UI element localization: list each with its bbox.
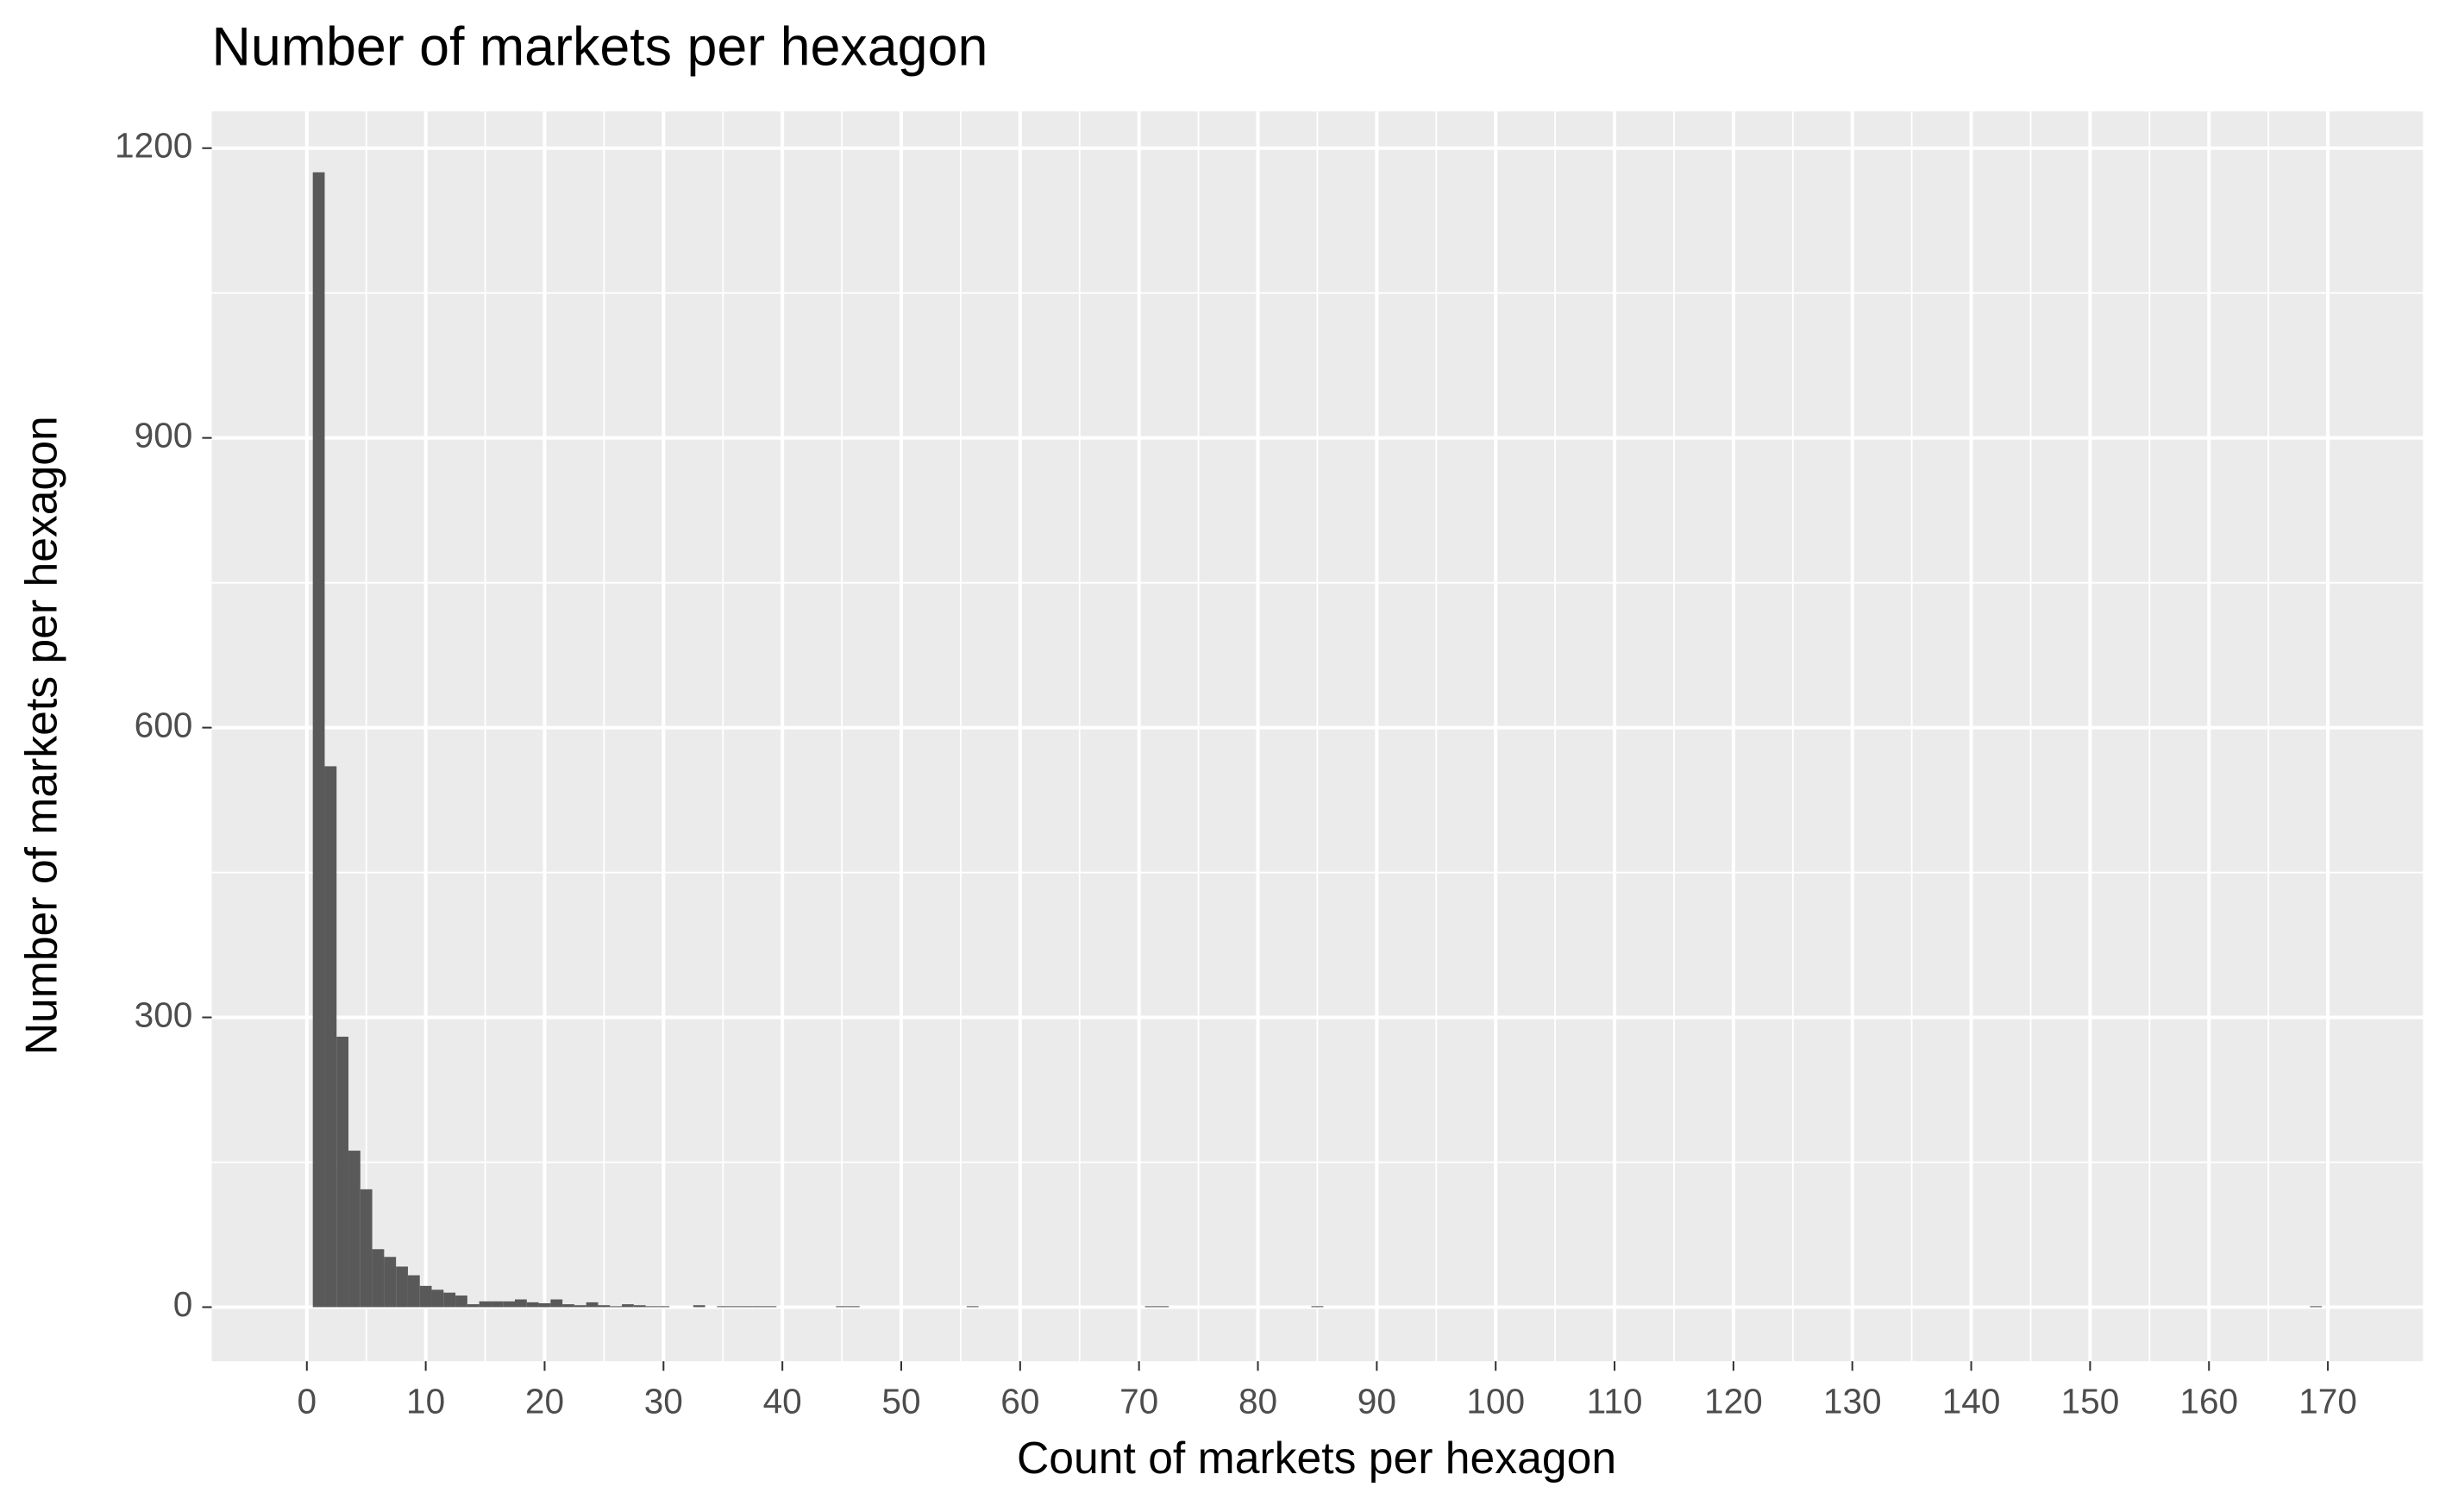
bar (633, 1305, 646, 1308)
x-tick-label: 20 (525, 1382, 564, 1421)
x-tick-label: 150 (2061, 1382, 2120, 1421)
bar (622, 1304, 634, 1308)
x-tick-label: 140 (1942, 1382, 2001, 1421)
bar (645, 1306, 658, 1308)
bar (586, 1302, 599, 1308)
bar (336, 1036, 349, 1308)
y-tick-label: 900 (135, 415, 193, 455)
bar (324, 766, 337, 1308)
x-tick-label: 110 (1587, 1382, 1643, 1421)
bar (764, 1306, 777, 1308)
bar (2310, 1306, 2323, 1308)
x-tick-label: 100 (1466, 1382, 1525, 1421)
bar (693, 1305, 705, 1308)
bar (396, 1266, 408, 1308)
bar (1157, 1306, 1169, 1308)
bar (348, 1151, 361, 1308)
bar (574, 1305, 586, 1308)
bar (717, 1306, 730, 1308)
bar (491, 1301, 504, 1308)
x-tick-label: 130 (1823, 1382, 1882, 1421)
bar (312, 172, 325, 1308)
bar (1311, 1306, 1324, 1308)
bar (503, 1301, 516, 1308)
bar (657, 1306, 670, 1308)
bar (360, 1189, 373, 1308)
x-axis-label: Count of markets per hexagon (1017, 1433, 1616, 1483)
x-tick-label: 90 (1358, 1382, 1396, 1421)
x-tick-label: 120 (1704, 1382, 1763, 1421)
bar (836, 1306, 848, 1308)
x-tick-label: 170 (2298, 1382, 2357, 1421)
x-tick-label: 30 (644, 1382, 683, 1421)
y-axis-label: Number of markets per hexagon (16, 416, 66, 1055)
bar (1144, 1306, 1157, 1308)
y-tick-label: 0 (173, 1284, 193, 1324)
bar (550, 1299, 563, 1308)
bar (966, 1306, 979, 1308)
x-tick-label: 10 (406, 1382, 445, 1421)
y-tick-label: 600 (135, 705, 193, 744)
x-tick-label: 60 (1000, 1382, 1039, 1421)
x-tick-label: 80 (1238, 1382, 1277, 1421)
bar (431, 1289, 444, 1308)
bar (752, 1306, 765, 1308)
x-tick-label: 50 (881, 1382, 920, 1421)
bar (407, 1275, 420, 1308)
x-tick-label: 0 (297, 1382, 317, 1421)
y-tick-label: 300 (135, 994, 193, 1034)
bar (740, 1306, 753, 1308)
bar (538, 1302, 551, 1308)
bar (384, 1257, 397, 1308)
bar (372, 1249, 385, 1308)
bar (847, 1306, 860, 1308)
x-tick-label: 160 (2179, 1382, 2238, 1421)
bar (610, 1306, 623, 1308)
bar (467, 1304, 480, 1308)
bar (443, 1292, 456, 1308)
chart-title: Number of markets per hexagon (212, 17, 988, 78)
x-tick-label: 70 (1119, 1382, 1158, 1421)
bar (562, 1304, 574, 1308)
bar (419, 1285, 432, 1308)
bar (479, 1301, 492, 1308)
bar (526, 1302, 539, 1308)
bar (729, 1306, 741, 1308)
bar (455, 1296, 467, 1308)
bar (598, 1305, 611, 1308)
bar (515, 1299, 527, 1308)
y-tick-label: 1200 (115, 125, 192, 165)
x-tick-label: 40 (763, 1382, 802, 1421)
